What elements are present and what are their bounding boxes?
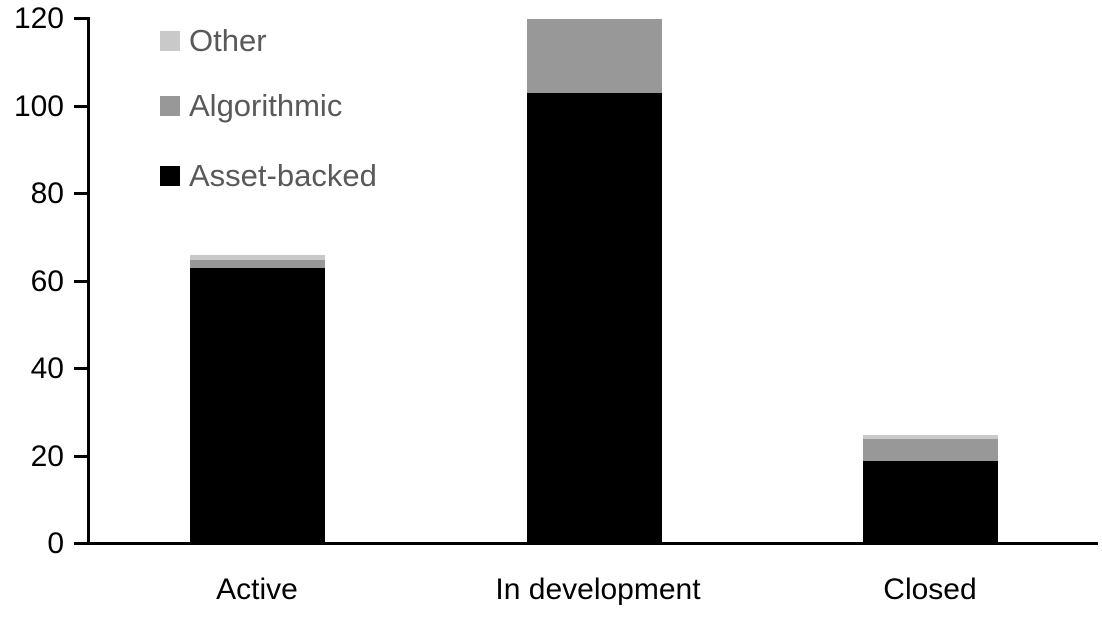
bar-segment-active-algorithmic [190,259,325,269]
legend-label: Other [189,23,267,58]
bar-segment-closed-algorithmic [863,439,998,461]
legend-swatch-icon [160,165,180,186]
bar-segment-active-asset-backed [190,268,325,544]
legend-label: Asset-backed [189,158,377,193]
x-category-label-closed: Closed [883,573,977,606]
legend-item-algorithmic: Algorithmic [160,90,342,121]
y-tick-60 [74,279,87,283]
y-tick-80 [74,192,87,195]
y-tick-label-40: 40 [30,352,64,385]
bar-segment-closed-other [863,434,998,439]
legend-item-other: Other [160,25,267,56]
y-axis-line [87,17,90,545]
y-tick-40 [74,367,87,370]
y-tick-label-80: 80 [30,177,64,210]
bar-segment-closed-asset-backed [863,460,998,544]
y-tick-label-20: 20 [30,439,64,473]
legend-item-asset-backed: Asset-backed [160,160,377,191]
bar-segment-in-development-algorithmic [527,19,662,94]
legend-swatch-icon [160,95,180,116]
legend-swatch-icon [160,30,180,51]
y-tick-label-100: 100 [13,89,64,123]
y-tick-label-120: 120 [13,2,64,35]
bar-segment-in-development-asset-backed [527,93,662,544]
y-tick-100 [74,104,87,108]
y-tick-20 [74,454,87,458]
bar-segment-active-other [190,255,325,260]
x-category-label-in-development: In development [495,573,701,606]
y-tick-0 [74,542,87,545]
y-tick-label-0: 0 [47,527,64,560]
y-tick-120 [74,17,87,20]
x-category-label-active: Active [216,573,298,606]
legend-label: Algorithmic [189,88,343,123]
y-tick-label-60: 60 [30,264,64,298]
